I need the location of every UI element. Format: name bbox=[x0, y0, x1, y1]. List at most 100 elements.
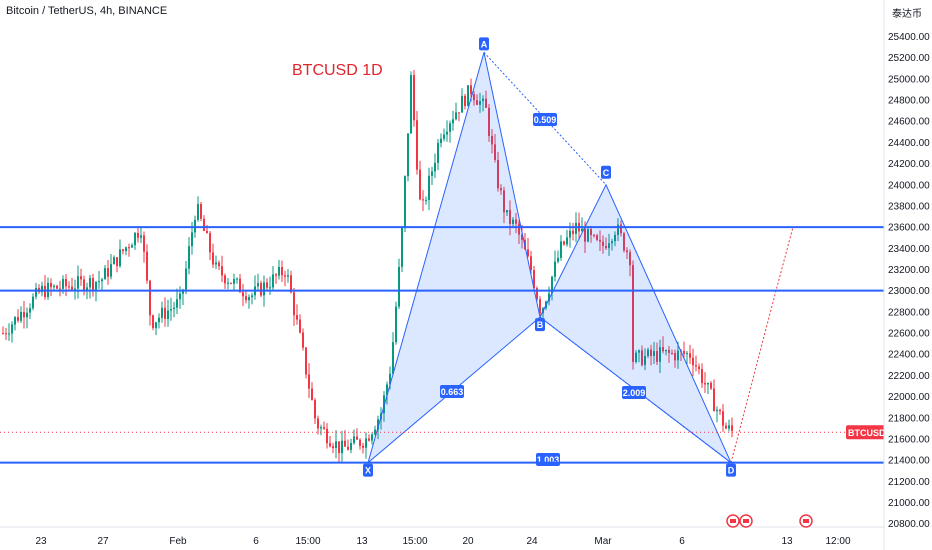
pattern-point-tag bbox=[601, 165, 611, 179]
candle-body bbox=[554, 261, 556, 277]
x-tick-label: Mar bbox=[594, 536, 612, 547]
candle-body bbox=[164, 307, 166, 320]
pattern-point-tag bbox=[479, 37, 489, 51]
candle-body bbox=[236, 278, 238, 280]
ratio-tag bbox=[440, 385, 464, 398]
candle-body bbox=[611, 241, 613, 244]
y-tick-label: 22000.00 bbox=[888, 392, 930, 403]
candle-body bbox=[311, 388, 313, 400]
candle-body bbox=[50, 282, 52, 288]
candle-body bbox=[197, 203, 199, 220]
candle-body bbox=[248, 297, 250, 301]
candle-body bbox=[635, 352, 637, 362]
candle-body bbox=[713, 388, 715, 412]
candle-body bbox=[26, 312, 28, 318]
candle-body bbox=[5, 333, 7, 335]
ratio-tag bbox=[533, 113, 557, 126]
harmonic-pattern: X A B C D 0.509 0.663 2.009 1.003 bbox=[363, 37, 794, 477]
candle-body bbox=[650, 349, 652, 356]
candle-body bbox=[470, 85, 472, 95]
x-tick-label: 13 bbox=[781, 536, 793, 547]
candle-body bbox=[389, 373, 391, 385]
candle-body bbox=[275, 274, 277, 276]
candle-body bbox=[179, 293, 181, 300]
candle-body bbox=[83, 279, 85, 292]
candle-body bbox=[335, 441, 337, 449]
candle-body bbox=[599, 239, 601, 242]
candle-body bbox=[698, 366, 700, 370]
candle-body bbox=[488, 107, 490, 136]
candle-body bbox=[122, 249, 124, 252]
candle-body bbox=[152, 315, 154, 329]
candle-body bbox=[359, 439, 361, 446]
candle-body bbox=[353, 436, 355, 444]
x-tick-label: 24 bbox=[526, 536, 538, 547]
candle-body bbox=[284, 275, 286, 277]
candle-body bbox=[665, 349, 667, 352]
candle-body bbox=[374, 429, 376, 435]
event-icons bbox=[726, 514, 813, 528]
candle-body bbox=[143, 235, 145, 252]
candle-body bbox=[710, 382, 712, 389]
candle-body bbox=[596, 235, 598, 240]
candle-body bbox=[113, 257, 115, 265]
pattern-point-label: A bbox=[481, 39, 488, 49]
y-tick-label: 23200.00 bbox=[888, 265, 930, 276]
candle-body bbox=[506, 209, 508, 213]
candle-body bbox=[245, 296, 247, 301]
candle-body bbox=[473, 94, 475, 101]
candle-body bbox=[509, 209, 511, 224]
candle-body bbox=[446, 131, 448, 135]
candle-body bbox=[305, 347, 307, 375]
candle-body bbox=[623, 233, 625, 251]
candle-body bbox=[2, 333, 4, 335]
candle-body bbox=[572, 230, 574, 234]
candle-body bbox=[218, 262, 220, 267]
candle-body bbox=[14, 316, 16, 325]
candle-body bbox=[608, 243, 610, 249]
candle-body bbox=[17, 316, 19, 321]
candle-body bbox=[29, 308, 31, 313]
candle-body bbox=[74, 288, 76, 290]
candle-body bbox=[68, 286, 70, 288]
candle-body bbox=[530, 256, 532, 271]
candle-body bbox=[161, 307, 163, 318]
candle-body bbox=[677, 350, 679, 361]
candle-body bbox=[518, 223, 520, 235]
y-tick-label: 24800.00 bbox=[888, 96, 930, 107]
candle-body bbox=[119, 249, 121, 266]
candle-body bbox=[557, 257, 559, 262]
candle-body bbox=[464, 95, 466, 107]
candle-body bbox=[296, 315, 298, 320]
candle-body bbox=[323, 427, 325, 429]
candle-body bbox=[23, 311, 25, 318]
candle-body bbox=[362, 445, 364, 448]
candle-body bbox=[371, 434, 373, 441]
candle-body bbox=[659, 347, 661, 362]
candle-body bbox=[95, 281, 97, 290]
candle-body bbox=[125, 247, 127, 252]
candle-body bbox=[89, 278, 91, 288]
candle-body bbox=[401, 227, 403, 267]
ratio-tag bbox=[622, 386, 646, 399]
candle-body bbox=[86, 287, 88, 292]
symbol-tag bbox=[846, 425, 886, 440]
candle-body bbox=[239, 278, 241, 293]
candle-body bbox=[395, 306, 397, 343]
candle-body bbox=[605, 245, 607, 249]
candle-body bbox=[590, 229, 592, 236]
y-tick-label: 25400.00 bbox=[888, 32, 930, 43]
candle-body bbox=[260, 283, 262, 296]
candle-body bbox=[110, 264, 112, 277]
y-tick-label: 24600.00 bbox=[888, 117, 930, 128]
candle-body bbox=[539, 299, 541, 314]
candle-body bbox=[368, 438, 370, 441]
candle-body bbox=[299, 319, 301, 333]
candle-body bbox=[410, 75, 412, 134]
candle-body bbox=[377, 419, 379, 430]
candle-body bbox=[581, 228, 583, 232]
candle-body bbox=[191, 232, 193, 247]
y-tick-label: 22600.00 bbox=[888, 329, 930, 340]
candle-body bbox=[200, 203, 202, 219]
